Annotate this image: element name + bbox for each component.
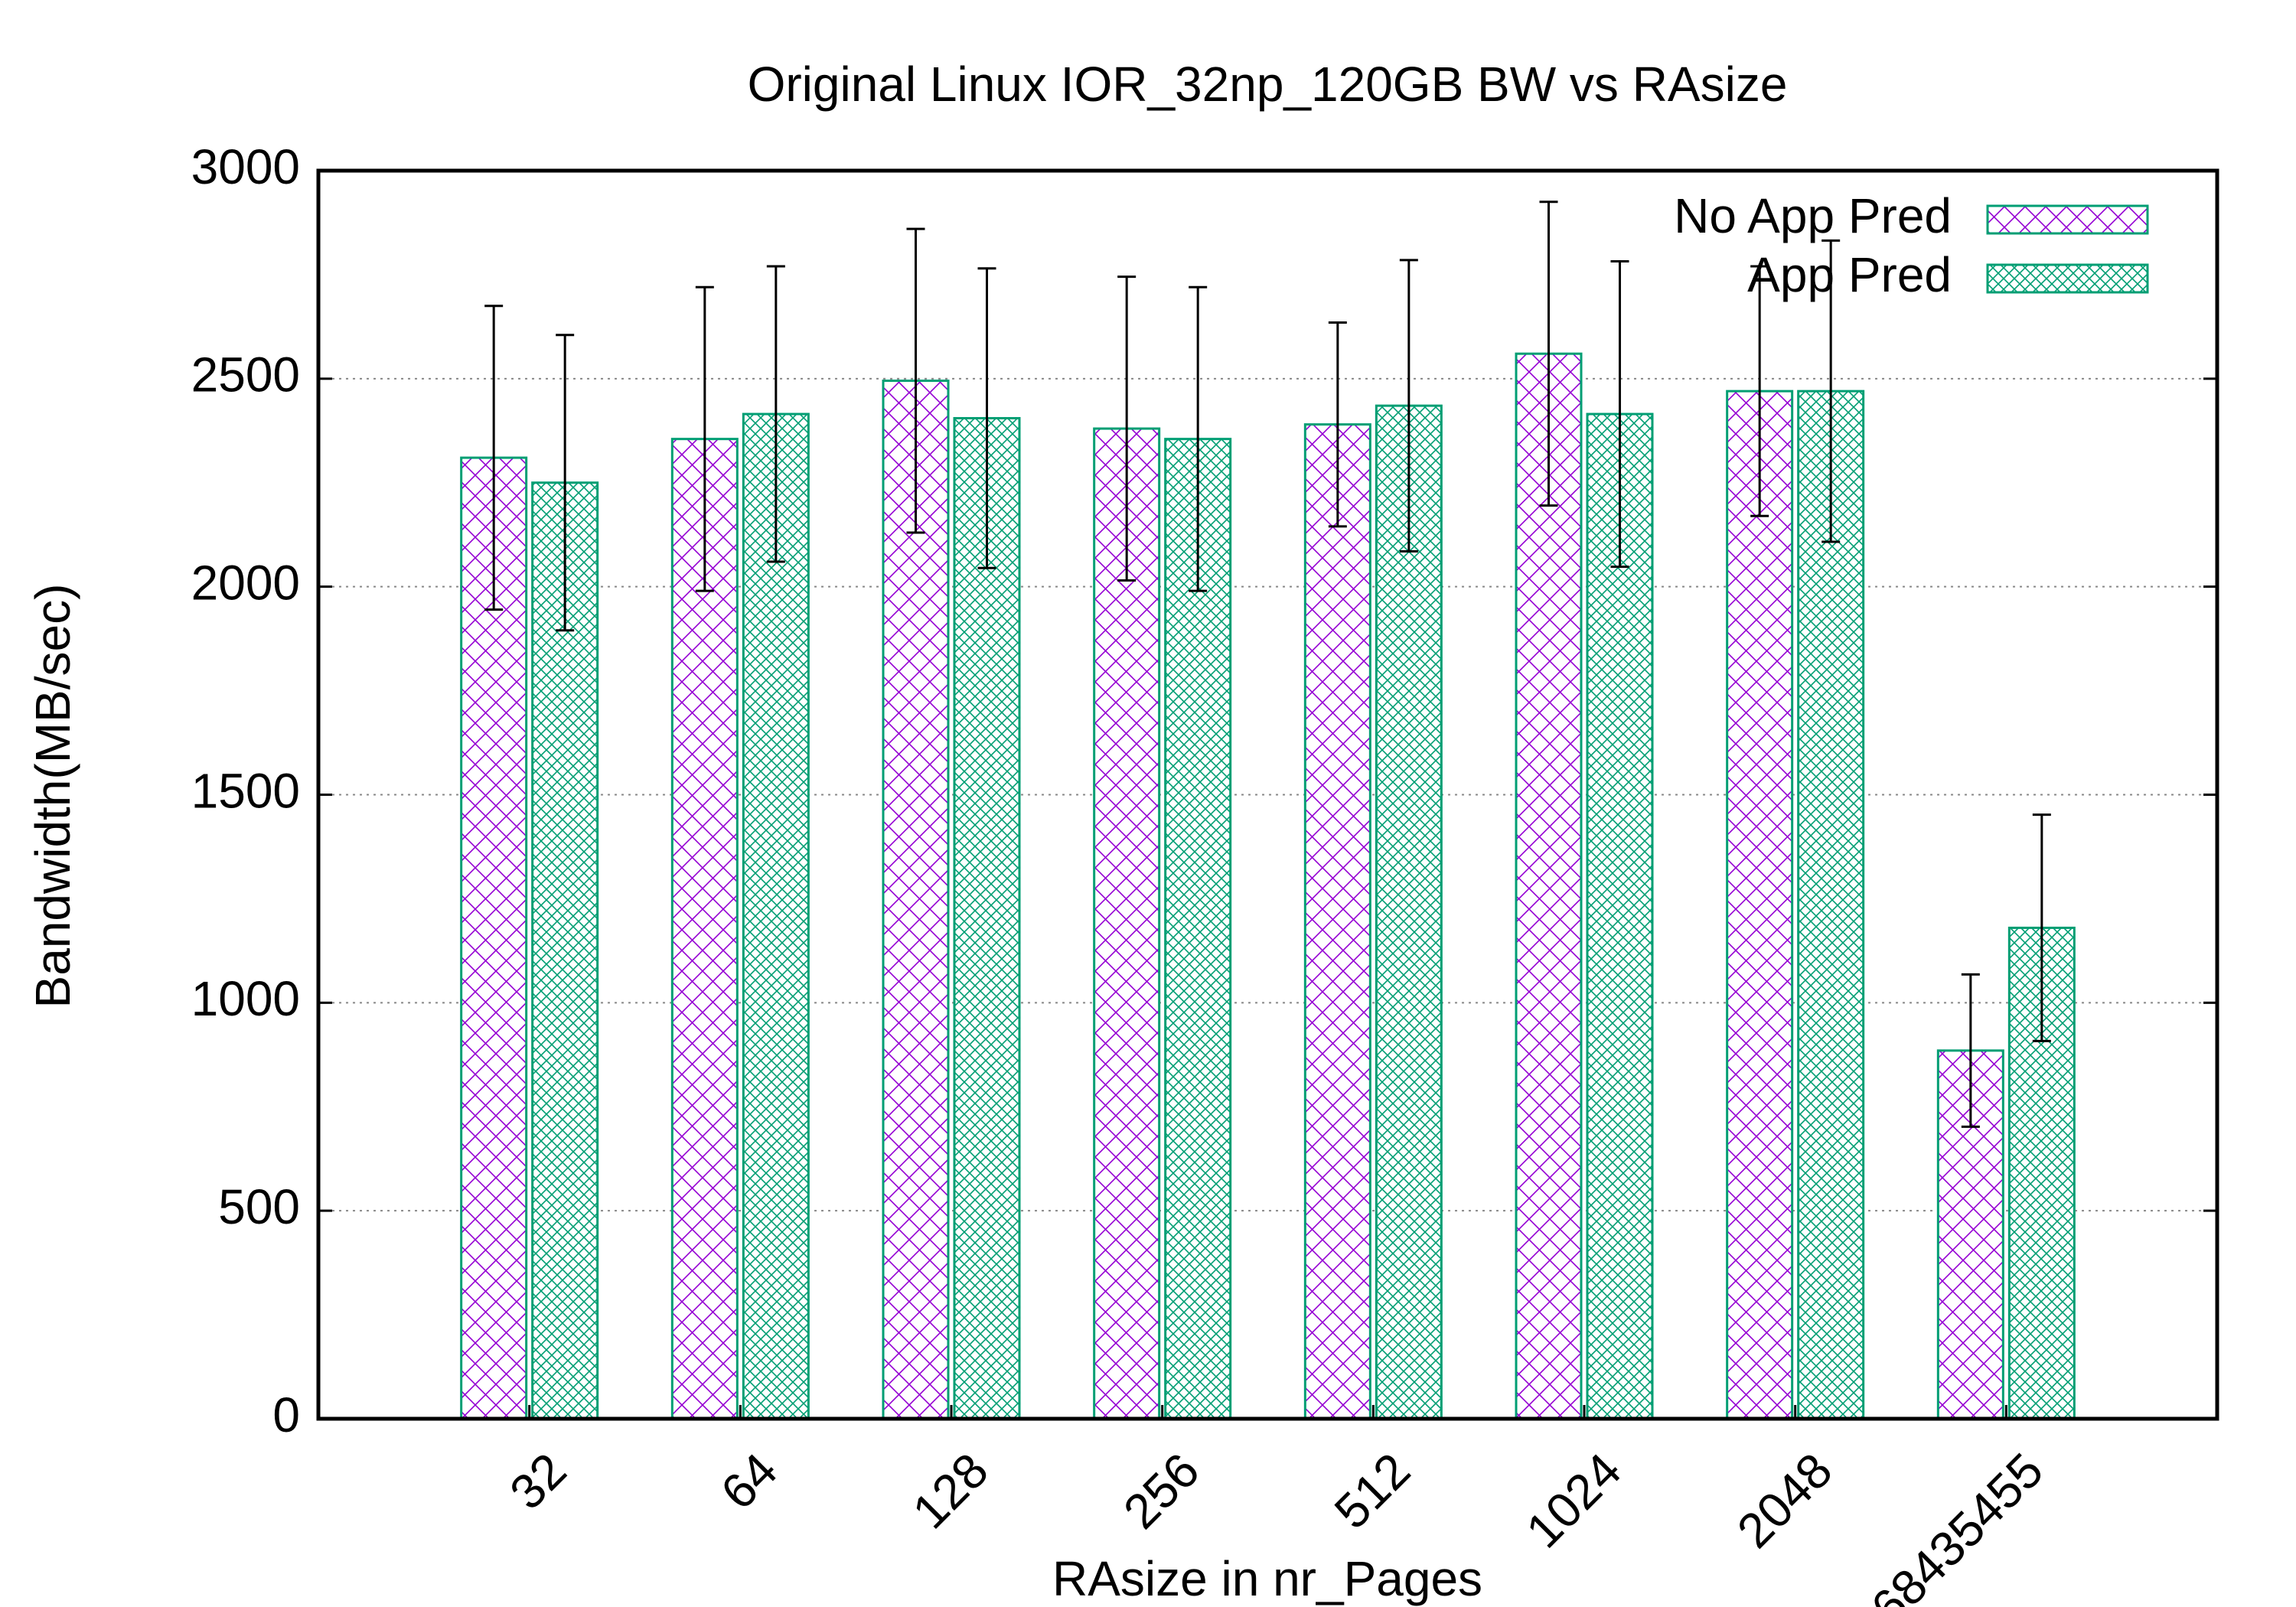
bar (670, 438, 739, 1420)
bar (1586, 412, 1654, 1420)
bar (1164, 438, 1232, 1420)
y-axis-label: Bandwidth(MB/sec) (25, 584, 80, 1009)
x-axis-label: RAsize in nr_Pages (1052, 1551, 1482, 1606)
bar (882, 380, 950, 1420)
y-tick-label: 3000 (191, 139, 300, 194)
bar (460, 456, 528, 1420)
y-tick-label: 1500 (191, 763, 300, 818)
bar (531, 481, 599, 1420)
bar (742, 412, 810, 1420)
legend-label: No App Pred (1674, 188, 1952, 243)
y-tick-label: 2000 (191, 556, 300, 611)
bar (953, 416, 1021, 1420)
chart-title: Original Linux IOR_32np_120GB BW vs RAsi… (748, 57, 1788, 112)
legend-label: App Pred (1747, 247, 1952, 302)
y-tick-label: 2500 (191, 347, 300, 403)
bar (1797, 390, 1865, 1420)
y-tick-label: 0 (272, 1387, 300, 1442)
y-tick-label: 1000 (191, 971, 300, 1026)
legend-swatch (1986, 263, 2149, 294)
bar (1375, 404, 1443, 1420)
bar (1303, 423, 1371, 1420)
plot-frame (316, 168, 2219, 1421)
legend-swatch (1986, 204, 2149, 235)
bar (1515, 352, 1583, 1420)
bar (1726, 390, 1794, 1420)
y-tick-label: 500 (218, 1179, 300, 1234)
